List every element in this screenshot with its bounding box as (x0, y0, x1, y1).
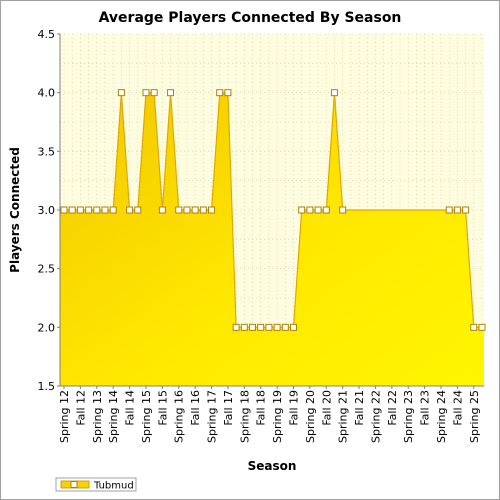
x-axis-ticks: Spring 12 Fall 12 Spring 13 Spring 14 Fall 1… (58, 386, 481, 443)
data-point-marker (339, 206, 347, 214)
chart-title: Average Players Connected By Season (99, 10, 402, 26)
y-tick-label: 1.5 (38, 380, 56, 393)
data-point-marker (199, 206, 207, 214)
x-tick-label: Fall 16 (189, 390, 202, 426)
data-point-marker (93, 206, 101, 214)
data-point-marker (158, 206, 166, 214)
x-tick-label: Fall 23 (419, 390, 432, 426)
data-point-marker (167, 89, 175, 97)
marker-layer (60, 89, 486, 331)
data-point-marker (232, 323, 240, 331)
data-point-marker (470, 323, 478, 331)
y-tick-label: 2.5 (38, 263, 56, 276)
y-tick-label: 3.5 (38, 145, 56, 158)
data-point-marker (85, 206, 93, 214)
x-tick-label: Spring 23 (402, 390, 415, 443)
data-point-marker (249, 323, 257, 331)
data-point-marker (142, 89, 150, 97)
x-tick-label: Spring 22 (369, 390, 382, 443)
x-tick-label: Spring 12 (58, 390, 71, 443)
data-point-marker (60, 206, 68, 214)
x-tick-label: Spring 19 (271, 390, 284, 443)
y-axis-label: Players Connected (8, 147, 22, 273)
y-tick-label: 4.5 (38, 28, 56, 41)
x-tick-label: Fall 18 (255, 390, 268, 426)
x-tick-label: Spring 15 (140, 390, 153, 443)
data-point-marker (175, 206, 183, 214)
data-point-marker (281, 323, 289, 331)
x-tick-label: Spring 18 (238, 390, 251, 443)
x-tick-label: Fall 15 (156, 390, 169, 426)
data-point-marker (68, 206, 76, 214)
x-tick-label: Spring 14 (107, 390, 120, 443)
x-tick-label: Spring 20 (304, 390, 317, 443)
data-point-marker (150, 89, 158, 97)
data-point-marker (240, 323, 248, 331)
x-tick-label: Spring 13 (91, 390, 104, 443)
x-tick-label: Spring 17 (206, 390, 219, 443)
x-tick-label: Spring 24 (435, 390, 448, 443)
data-point-marker (453, 206, 461, 214)
data-point-marker (183, 206, 191, 214)
data-point-marker (134, 206, 142, 214)
data-point-marker (117, 89, 125, 97)
y-tick-label: 4.0 (38, 87, 56, 100)
data-point-marker (126, 206, 134, 214)
x-tick-label: Fall 12 (74, 390, 87, 426)
data-point-marker (445, 206, 453, 214)
x-tick-label: Spring 25 (468, 390, 481, 443)
data-point-marker (191, 206, 199, 214)
y-axis-ticks: 1.5 2.0 2.5 3.0 3.5 4.0 4.5 (38, 28, 60, 393)
legend: Tubmud (55, 477, 137, 492)
y-tick-label: 3.0 (38, 204, 56, 217)
x-tick-label: Fall 14 (124, 390, 137, 426)
x-tick-label: Fall 24 (451, 390, 464, 426)
y-tick-label: 2.0 (38, 321, 56, 334)
x-tick-label: Fall 19 (287, 390, 300, 426)
data-point-marker (273, 323, 281, 331)
data-point-marker (298, 206, 306, 214)
data-point-marker (330, 89, 338, 97)
data-point-marker (322, 206, 330, 214)
data-point-marker (101, 206, 109, 214)
data-point-marker (76, 206, 84, 214)
x-tick-label: Spring 16 (173, 390, 186, 443)
data-point-marker (257, 323, 265, 331)
data-point-marker (478, 323, 486, 331)
x-tick-label: Spring 21 (337, 390, 350, 443)
data-point-marker (265, 323, 273, 331)
data-point-marker (216, 89, 224, 97)
x-axis-label: Season (248, 459, 297, 473)
data-point-marker (289, 323, 297, 331)
x-tick-label: Fall 17 (222, 390, 235, 426)
data-point-marker (462, 206, 470, 214)
legend-marker (70, 481, 78, 488)
data-point-marker (314, 206, 322, 214)
x-tick-label: Fall 20 (320, 390, 333, 426)
data-point-marker (208, 206, 216, 214)
x-tick-label: Fall 21 (353, 390, 366, 426)
x-tick-label: Fall 22 (386, 390, 399, 426)
legend-series-name: Tubmud (93, 481, 134, 492)
data-point-marker (224, 89, 232, 97)
data-point-marker (306, 206, 314, 214)
data-point-marker (109, 206, 117, 214)
